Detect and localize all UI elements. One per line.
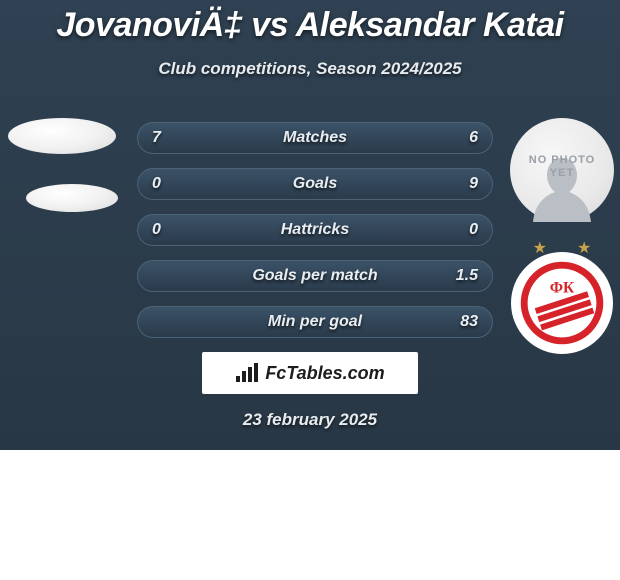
stat-right-value: 83 [460, 313, 478, 331]
branding-text: FcTables.com [265, 363, 384, 384]
star-icon: ★ [577, 238, 591, 258]
stat-row-matches: 7 Matches 6 [137, 122, 493, 154]
stat-label: Goals [293, 175, 337, 193]
stat-label: Goals per match [252, 267, 377, 285]
right-avatar-column: NO PHOTO YET ★ ★ [510, 118, 614, 354]
stat-left-value: 0 [152, 175, 161, 193]
stat-row-min-per-goal: Min per goal 83 [137, 306, 493, 338]
stat-right-value: 9 [469, 175, 478, 193]
stat-row-hattricks: 0 Hattricks 0 [137, 214, 493, 246]
stat-row-goals: 0 Goals 9 [137, 168, 493, 200]
no-photo-line2: YET [550, 167, 574, 179]
stat-row-goals-per-match: Goals per match 1.5 [137, 260, 493, 292]
stat-label: Min per goal [268, 313, 362, 331]
stat-bars: 7 Matches 6 0 Goals 9 0 Hattricks 0 Goal… [137, 122, 493, 338]
left-avatar-column [6, 118, 118, 212]
comparison-card: JovanoviÄ‡ vs Aleksandar Katai Club comp… [0, 0, 620, 450]
stat-left-value: 7 [152, 129, 161, 147]
stat-left-value: 0 [152, 221, 161, 239]
stat-label: Hattricks [281, 221, 349, 239]
no-photo-label: NO PHOTO YET [529, 154, 595, 179]
stat-right-value: 1.5 [456, 267, 478, 285]
subtitle: Club competitions, Season 2024/2025 [0, 59, 620, 79]
player-left-photo-placeholder [8, 118, 116, 154]
star-icon: ★ [533, 238, 547, 258]
badge-text: ФК [550, 280, 575, 297]
footer-date: 23 february 2025 [0, 410, 620, 430]
badge-stars: ★ ★ [533, 238, 592, 258]
player-right-photo-placeholder: NO PHOTO YET [510, 118, 614, 222]
stat-right-value: 0 [469, 221, 478, 239]
stat-label: Matches [283, 129, 347, 147]
club-left-badge-placeholder [26, 184, 118, 212]
club-right-badge: ★ ★ ФК [511, 252, 613, 354]
page-title: JovanoviÄ‡ vs Aleksandar Katai [0, 0, 620, 45]
branding-badge: FcTables.com [202, 352, 418, 394]
club-crest-icon: ФК [519, 260, 605, 346]
no-photo-line1: NO PHOTO [529, 154, 595, 166]
branding-logo-icon [235, 362, 261, 384]
stat-right-value: 6 [469, 129, 478, 147]
